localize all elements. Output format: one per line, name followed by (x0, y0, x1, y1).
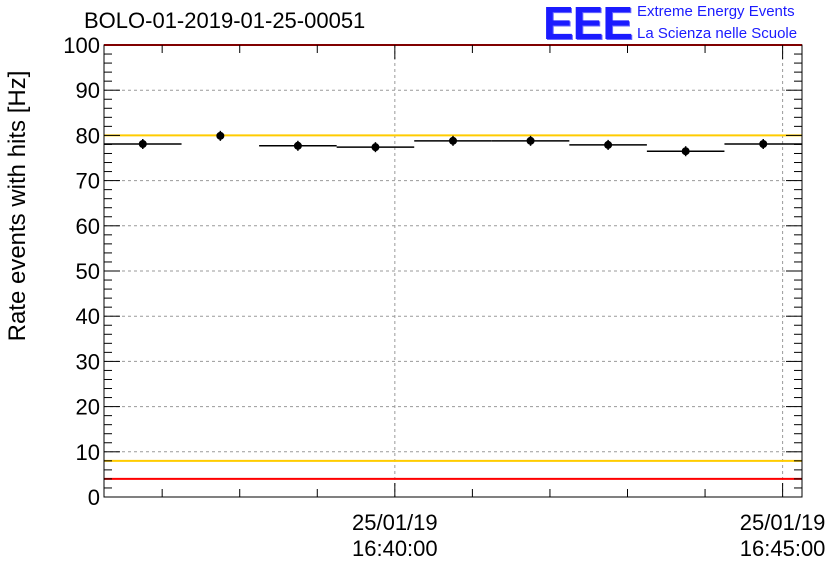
eee-logo: EEE (543, 0, 633, 49)
y-axis-label: Rate events with hits [Hz] (4, 70, 31, 342)
data-point (759, 139, 768, 148)
x-tick-label-date: 25/01/19 (740, 510, 826, 535)
chart-title: BOLO-01-2019-01-25-00051 (84, 8, 366, 33)
y-tick-label: 30 (76, 349, 100, 374)
reference-lines (104, 44, 802, 480)
y-tick-label: 40 (76, 304, 100, 329)
y-tick-label: 20 (76, 395, 100, 420)
y-tick-label: 70 (76, 169, 100, 194)
y-tick-label: 0 (88, 485, 100, 510)
data-point (449, 136, 457, 145)
logo-text-line2: La Scienza nelle Scuole (637, 25, 798, 42)
y-tick-label: 80 (76, 123, 100, 148)
data-point (138, 139, 147, 148)
y-tick-label: 50 (76, 259, 100, 284)
y-tick-label: 90 (76, 78, 100, 103)
grid-lines (104, 45, 802, 497)
data-point (526, 136, 535, 145)
x-tick-label-time: 16:40:00 (352, 536, 438, 561)
data-point (681, 147, 690, 156)
data-point (293, 141, 302, 150)
tick-labels: 010203040506070809010025/01/1916:40:0025… (63, 33, 825, 561)
data-points (104, 130, 802, 157)
data-point (604, 140, 613, 149)
x-tick-label-date: 25/01/19 (352, 510, 438, 535)
y-tick-label: 60 (76, 214, 100, 239)
data-point (216, 131, 225, 140)
axis-ticks (104, 44, 802, 498)
x-tick-label-time: 16:45:00 (740, 536, 826, 561)
y-tick-label: 100 (63, 33, 100, 58)
logo-text-line1: Extreme Energy Events (637, 3, 795, 20)
data-point (371, 143, 380, 152)
y-tick-label: 10 (76, 440, 100, 465)
